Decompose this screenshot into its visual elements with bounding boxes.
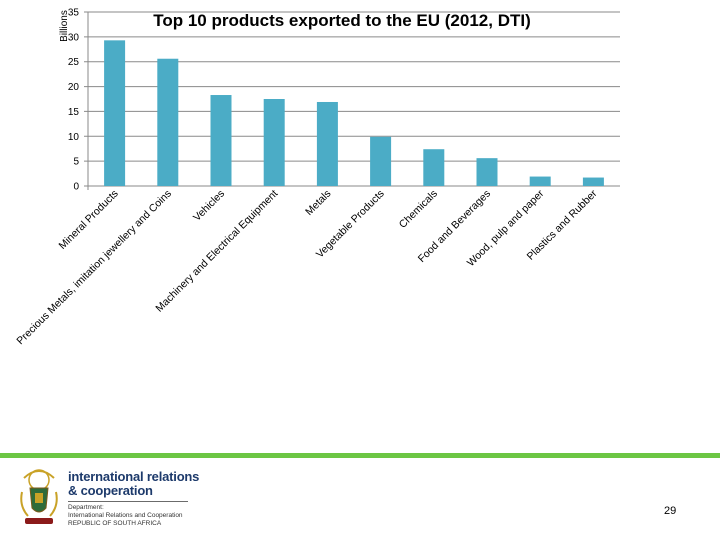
brand-divider (68, 501, 188, 502)
bar (582, 177, 604, 186)
x-category-label: Machinery and Electrical Equipment (153, 188, 280, 315)
country-name: REPUBLIC OF SOUTH AFRICA (68, 520, 162, 527)
bar (263, 99, 285, 186)
bar (210, 95, 232, 186)
y-tick-label: 35 (68, 8, 80, 19)
y-tick-label: 5 (73, 157, 79, 168)
y-tick-label: 15 (68, 107, 80, 118)
bar (423, 149, 445, 186)
bar (316, 101, 338, 186)
bar (529, 176, 551, 186)
dept-label: Department: (68, 504, 104, 511)
bar (104, 40, 126, 186)
bar (476, 158, 498, 186)
x-category-label: Metals (303, 188, 333, 218)
y-tick-label: 0 (73, 182, 79, 193)
coat-of-arms-icon (20, 469, 58, 524)
chart-title: Top 10 products exported to the EU (2012… (153, 11, 531, 30)
bar (157, 58, 179, 186)
y-tick-label: 30 (68, 32, 80, 43)
footer-divider (0, 453, 720, 458)
y-tick-label: 25 (68, 57, 80, 68)
dept-name: International Relations and Cooperation (68, 512, 183, 519)
x-category-label: Chemicals (397, 188, 440, 231)
org-name-line2: & cooperation (68, 483, 153, 498)
y-axis-label: Billions (59, 10, 70, 42)
y-tick-label: 10 (68, 132, 80, 143)
bar (370, 136, 392, 186)
x-category-label: Vehicles (191, 188, 227, 224)
dirco-logo: international relations & cooperation De… (12, 466, 199, 530)
page-number: 29 (664, 505, 677, 517)
org-name-line1: international relations (68, 469, 200, 484)
y-tick-label: 20 (68, 82, 80, 93)
